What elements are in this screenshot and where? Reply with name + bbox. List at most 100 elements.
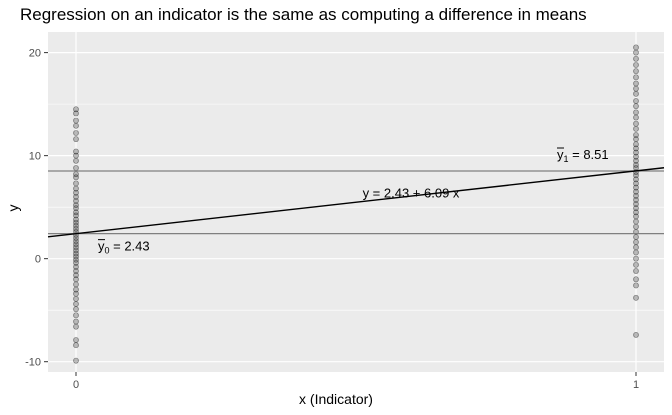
data-point (633, 98, 639, 104)
data-point (73, 301, 79, 307)
data-point (633, 197, 639, 203)
data-point (633, 188, 639, 195)
data-point (633, 103, 639, 110)
data-point (633, 49, 639, 56)
data-point (73, 337, 79, 343)
axis-ticks: -10 0 10 20 0 1 (25, 48, 639, 390)
data-point (73, 225, 79, 232)
plot-area: -10 0 10 20 0 1 y0 = 2.43 y1 = 8.51 y = 2.43 + … (25, 32, 665, 390)
data-point (73, 148, 79, 155)
data-point (73, 306, 79, 313)
data-point (633, 125, 639, 132)
data-point (633, 268, 639, 274)
data-point (73, 122, 79, 129)
reference-lines (47, 167, 665, 238)
data-point (73, 318, 79, 325)
data-point (633, 141, 639, 148)
mean-label-group-1: y1 = 8.51 (557, 147, 609, 164)
data-point (73, 286, 79, 293)
data-point (633, 249, 639, 256)
data-point (633, 244, 639, 251)
data-point (73, 193, 79, 200)
grid-minor (48, 103, 664, 311)
data-point (73, 106, 79, 113)
data-point (73, 312, 79, 319)
data-point (633, 205, 639, 212)
data-point (633, 180, 639, 187)
data-point (73, 323, 79, 330)
data-point (633, 184, 639, 191)
data-point (633, 85, 639, 92)
data-point (633, 209, 639, 216)
x-tick-label: 0 (73, 379, 79, 390)
data-point (73, 290, 79, 297)
data-point (73, 205, 79, 212)
data-point (633, 176, 639, 183)
data-point (73, 247, 79, 254)
data-point (633, 62, 639, 68)
data-point (73, 222, 79, 229)
y-tick-label: 10 (29, 151, 41, 163)
data-point (633, 90, 639, 97)
data-point (73, 264, 79, 270)
data-point (633, 276, 639, 283)
mean-label-group-0: y0 = 2.43 (98, 239, 150, 256)
data-point (73, 157, 79, 164)
data-point (73, 209, 79, 216)
y-tick-label: 0 (35, 254, 41, 266)
data-point (73, 272, 79, 279)
data-point (633, 234, 639, 240)
data-point (73, 253, 79, 260)
data-point (633, 136, 639, 143)
data-point (73, 357, 79, 364)
chart-title: Regression on an indicator is the same a… (20, 5, 587, 24)
data-point (73, 250, 79, 257)
data-point (73, 110, 79, 117)
data-point (633, 114, 639, 121)
annotations: y0 = 2.43 y1 = 8.51 y = 2.43 + 6.09 x (98, 147, 609, 256)
data-point (633, 157, 639, 164)
data-point (73, 295, 79, 302)
data-point (633, 239, 639, 246)
data-point (73, 174, 79, 181)
data-point (633, 255, 639, 262)
data-point (633, 218, 639, 225)
data-point (633, 162, 639, 168)
data-point (73, 281, 79, 288)
grid-major (48, 32, 664, 372)
data-point (633, 282, 639, 289)
data-point (73, 165, 79, 171)
data-point (633, 201, 639, 207)
data-point (73, 268, 79, 274)
data-point (633, 261, 639, 268)
data-point (73, 235, 79, 241)
y-tick-label: -10 (25, 357, 41, 369)
data-point (73, 198, 79, 204)
data-point (73, 244, 79, 251)
data-point (633, 172, 639, 179)
data-point (633, 145, 639, 152)
data-point (633, 109, 639, 116)
data-point (633, 332, 639, 338)
data-point (73, 152, 79, 159)
data-point (73, 219, 79, 226)
data-point (73, 189, 79, 196)
data-point (633, 120, 639, 127)
data-point (73, 238, 79, 245)
data-point (633, 294, 639, 301)
data-point (633, 153, 639, 160)
data-point (633, 80, 639, 87)
data-point (73, 185, 79, 192)
data-point (633, 68, 639, 75)
data-point (73, 130, 79, 136)
regression-equation-label: y = 2.43 + 6.09 x (363, 186, 460, 201)
data-point (633, 213, 639, 220)
data-point (73, 256, 79, 263)
data-point (633, 55, 639, 62)
data-points (73, 44, 639, 364)
y-tick-label: 20 (29, 48, 41, 60)
data-point (73, 117, 79, 124)
x-axis-label: x (Indicator) (299, 391, 373, 407)
regression-line (47, 167, 665, 238)
data-point (633, 132, 639, 138)
